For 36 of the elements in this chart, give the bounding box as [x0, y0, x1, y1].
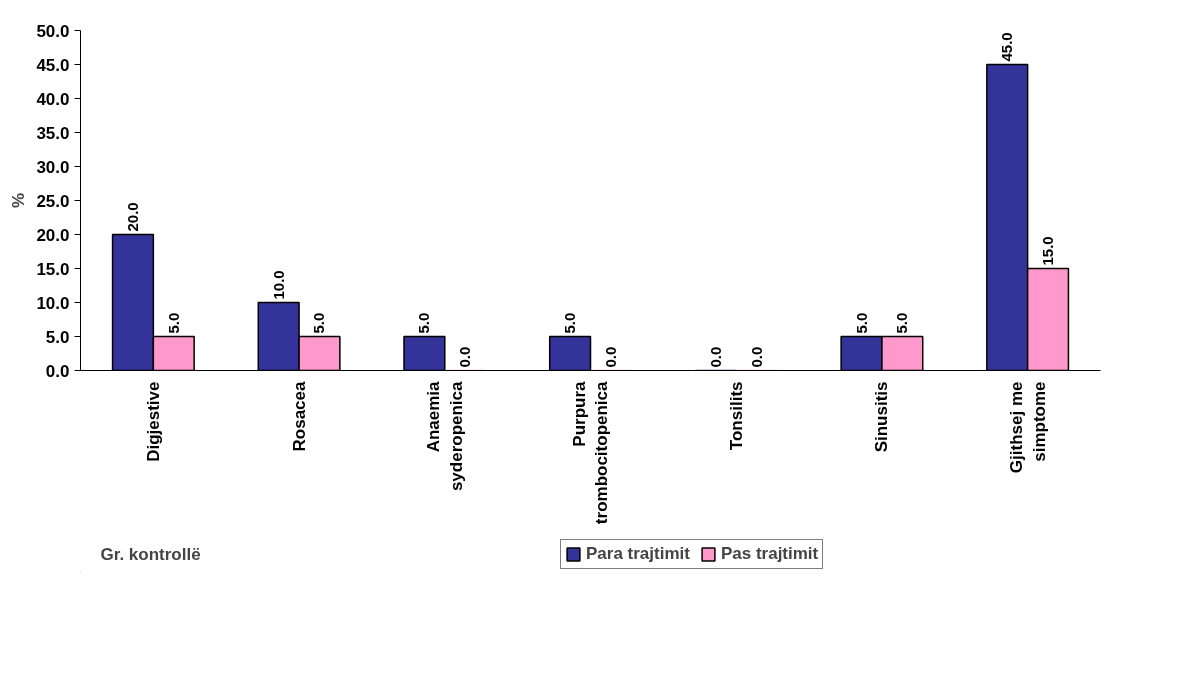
x-tick-label: Digjestive: [143, 381, 163, 462]
data-label: 5.0: [893, 312, 911, 334]
y-tick-label: 0.0: [45, 361, 70, 381]
y-tick-label: 10.0: [36, 293, 70, 313]
legend-label: Para trajtimit: [586, 544, 690, 564]
data-label: 45.0: [998, 32, 1016, 62]
data-label: 5.0: [561, 312, 579, 334]
y-axis-title: %: [9, 192, 29, 209]
data-label: 5.0: [415, 312, 433, 334]
y-tick-label: 5.0: [45, 327, 70, 347]
y-tick-label: 45.0: [36, 55, 70, 75]
y-tick-label: 30.0: [36, 157, 70, 177]
x-tick-label: Rosacea: [289, 380, 309, 452]
y-tick-label: 20.0: [36, 225, 70, 245]
data-label: 5.0: [310, 312, 328, 334]
x-tick-label: Anaemia syderopenica: [423, 380, 466, 492]
y-tick-label: 25.0: [36, 191, 70, 211]
data-label: 15.0: [1039, 236, 1057, 266]
data-label: 5.0: [164, 312, 182, 334]
data-label: 0.0: [456, 346, 474, 368]
data-label: 0.0: [747, 346, 765, 368]
y-tick-label: 15.0: [36, 259, 70, 279]
y-tick-label: 50.0: [36, 21, 70, 41]
x-tick-label: Gjithsej me simptome: [1006, 381, 1049, 474]
x-tick-label: Sinusitis: [872, 381, 892, 453]
data-label: 5.0: [852, 312, 870, 334]
y-tick-label: 35.0: [36, 123, 70, 143]
x-tick-label: Purpura trombocitopenica: [569, 380, 612, 525]
data-label: 10.0: [269, 270, 287, 300]
y-tick-label: 40.0: [36, 89, 70, 109]
data-label: 20.0: [123, 202, 141, 232]
data-label: 0.0: [601, 346, 619, 368]
legend-label: Pas trajtimit: [720, 544, 819, 564]
x-tick-label: Tonsilits: [726, 381, 746, 451]
data-label: 0.0: [706, 346, 724, 368]
text: Gr. kontrollë: [100, 544, 201, 564]
